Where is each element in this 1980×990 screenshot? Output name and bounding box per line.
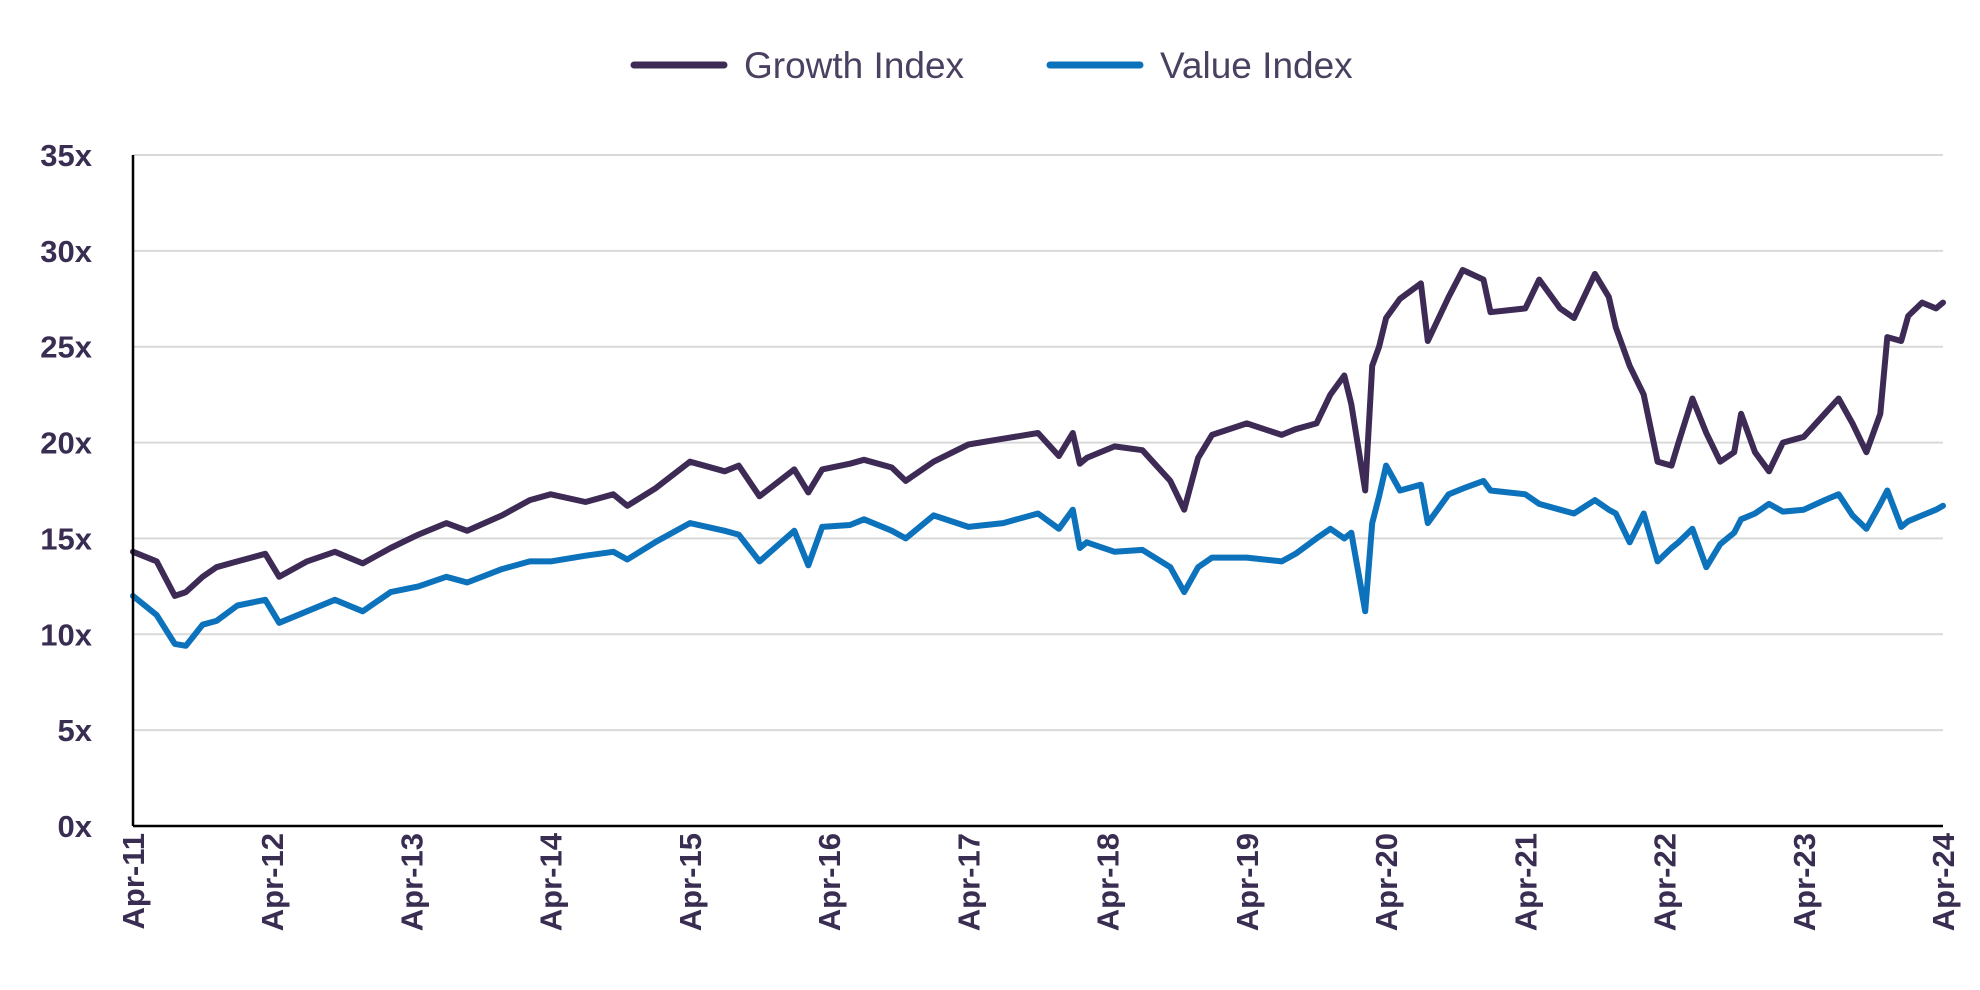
legend-label-value-index: Value Index bbox=[1160, 45, 1353, 86]
x-tick-label: Apr-23 bbox=[1787, 833, 1822, 931]
y-tick-label: 20x bbox=[40, 426, 92, 461]
x-tick-label: Apr-17 bbox=[951, 833, 986, 931]
y-tick-label: 30x bbox=[40, 234, 92, 269]
x-tick-label: Apr-24 bbox=[1926, 832, 1961, 931]
series-line-value-index bbox=[130, 462, 1946, 649]
x-tick-label: Apr-21 bbox=[1508, 833, 1543, 931]
y-tick-label: 5x bbox=[58, 713, 93, 748]
y-tick-label: 15x bbox=[40, 521, 92, 556]
x-tick-label: Apr-19 bbox=[1230, 833, 1265, 931]
series-line-growth-index bbox=[130, 267, 1946, 599]
gridlines bbox=[133, 154, 1943, 732]
x-tick-label: Apr-14 bbox=[534, 832, 569, 931]
y-tick-label: 25x bbox=[40, 330, 92, 365]
x-tick-label: Apr-20 bbox=[1369, 833, 1404, 931]
y-tick-label: 0x bbox=[58, 809, 93, 844]
x-tick-label: Apr-22 bbox=[1648, 833, 1683, 931]
x-tick-label: Apr-12 bbox=[255, 833, 290, 931]
y-axis-ticks: 0x 5x 10x 15x 20x 25x 30x 35x bbox=[40, 138, 92, 844]
x-tick-label: Apr-18 bbox=[1091, 833, 1126, 931]
legend: Growth Index Value Index bbox=[630, 45, 1353, 86]
x-tick-label: Apr-15 bbox=[673, 833, 708, 931]
x-tick-label: Apr-11 bbox=[116, 833, 151, 929]
legend-label-growth-index: Growth Index bbox=[744, 45, 965, 86]
series-layer bbox=[130, 267, 1946, 649]
x-axis-ticks: Apr-11 Apr-12 Apr-13 Apr-14 Apr-15 Apr-16 Apr-… bbox=[116, 832, 1961, 931]
x-tick-label: Apr-13 bbox=[394, 833, 429, 931]
y-tick-label: 35x bbox=[40, 138, 92, 173]
y-tick-label: 10x bbox=[40, 617, 92, 652]
x-tick-label: Apr-16 bbox=[812, 833, 847, 931]
